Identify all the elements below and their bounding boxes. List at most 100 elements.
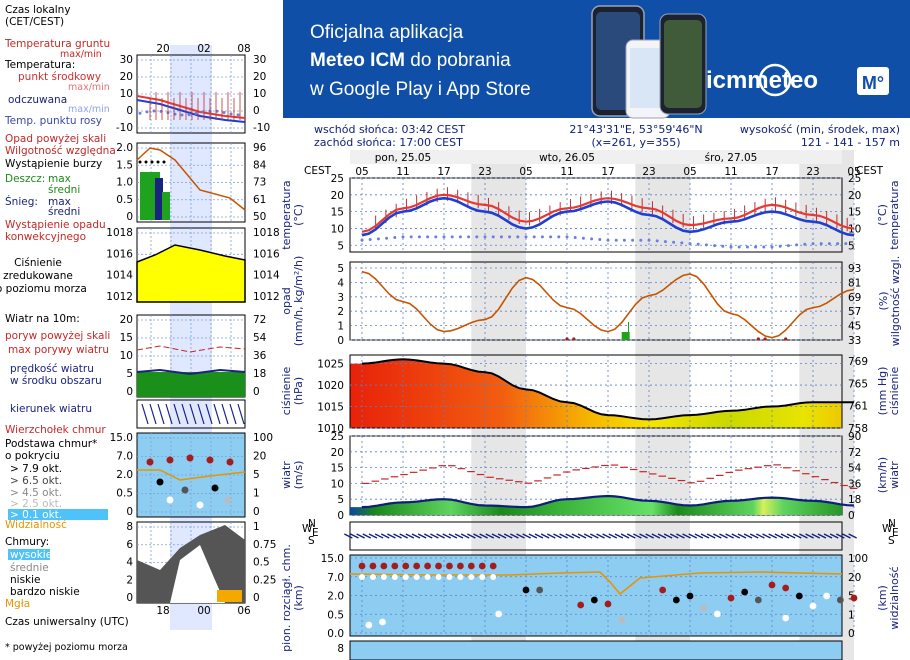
wind-dir-arrow bbox=[676, 533, 685, 539]
cloud-top-dot bbox=[446, 562, 453, 570]
wind-dir-n-r: N bbox=[888, 518, 896, 530]
dew-point bbox=[450, 235, 454, 239]
temp-label-right: (°C)temperatura bbox=[876, 180, 901, 249]
wind-dir-w-r: W bbox=[882, 523, 893, 535]
mini-ytick: 1.0 bbox=[116, 177, 133, 189]
cloud-dot bbox=[836, 596, 844, 604]
cloud-base-dot bbox=[446, 574, 453, 580]
label-line: (CET/CEST) bbox=[5, 16, 64, 28]
mini-ytick: 0 bbox=[126, 211, 133, 223]
precip-ytick: 2 bbox=[337, 306, 344, 318]
wind-dir-arrow bbox=[792, 533, 802, 539]
mini-visibility-line bbox=[137, 469, 246, 481]
wind-dir-arrow bbox=[350, 533, 359, 539]
wind-ytick-right: 36 bbox=[848, 478, 862, 490]
cloud-base-dot bbox=[468, 574, 475, 580]
wind-dir-arrow bbox=[436, 533, 445, 539]
temp-ytick-right: 5 bbox=[848, 240, 855, 252]
mini-ytick: 15.0 bbox=[110, 432, 133, 444]
mini-ytick: 0.5 bbox=[116, 488, 133, 500]
temp-ytick: 25 bbox=[331, 173, 344, 185]
wind-dir-arrow bbox=[780, 533, 790, 539]
mini-cloud-dot bbox=[196, 501, 204, 509]
humidity-ytick: 57 bbox=[848, 306, 861, 318]
mini-dir-panel bbox=[136, 399, 246, 429]
label-line: wilgotność wzgl. bbox=[889, 256, 902, 346]
mini-wind-arrow bbox=[165, 403, 173, 425]
mini-dew-point bbox=[236, 113, 240, 117]
cloud-ytick: 7.0 bbox=[327, 572, 344, 584]
mini-ytick-right: 0.25 bbox=[253, 574, 276, 586]
cloud-dot bbox=[713, 610, 721, 618]
mini-cloud-dot bbox=[226, 458, 234, 466]
legend-cloud-base: Podstawa chmur* o pokryciu bbox=[5, 438, 97, 462]
mini-wind-arrow bbox=[237, 403, 245, 425]
mini-ytick-right: 61 bbox=[253, 194, 266, 206]
hour-tick: 17 bbox=[601, 166, 614, 178]
visibility-ytick: 1 bbox=[848, 609, 855, 621]
wind-dir-arrow bbox=[368, 533, 378, 539]
cloud-dot bbox=[577, 601, 585, 609]
day-label: śro, 27.05 bbox=[705, 152, 758, 164]
wind-dir-arrow bbox=[473, 533, 482, 539]
mini-dew-point bbox=[145, 110, 149, 114]
dew-point bbox=[516, 235, 520, 239]
mini-ytick: 0 bbox=[126, 105, 133, 117]
wind-dir-arrow bbox=[344, 533, 353, 539]
mini-ytick-right: 0.5 bbox=[253, 557, 270, 569]
wind-ytick-right: 18 bbox=[848, 494, 861, 506]
label-line: w środku obszaru bbox=[10, 375, 102, 387]
mini-bottom-tick: 18 bbox=[156, 605, 169, 617]
cloud-dot bbox=[768, 581, 776, 589]
cloud-base-dot bbox=[380, 574, 387, 580]
cloud-dot bbox=[700, 604, 708, 612]
mini-wind-area bbox=[137, 372, 245, 397]
pressure-line bbox=[361, 358, 854, 421]
precip-ytick: 1 bbox=[337, 321, 344, 333]
cloud-dot bbox=[618, 616, 626, 624]
label-line: Ciśnienie bbox=[14, 257, 62, 269]
wind-dir-arrow bbox=[774, 533, 784, 539]
wind-dir-arrow bbox=[596, 533, 605, 539]
dew-point bbox=[631, 238, 635, 242]
mini-ytick: 5 bbox=[126, 368, 133, 380]
wind-dir-arrow bbox=[836, 533, 845, 539]
banner-badge-bg bbox=[857, 67, 889, 95]
precip-ytick: 5 bbox=[337, 263, 344, 275]
mini-ytick: 20 bbox=[120, 314, 133, 326]
wind-dir-arrow bbox=[731, 533, 741, 539]
cloud-top-dot bbox=[467, 562, 475, 570]
wind-dir-arrow bbox=[393, 533, 402, 539]
wind-dir-arrow bbox=[559, 533, 568, 539]
dew-point bbox=[647, 238, 651, 242]
cloud-dot bbox=[536, 586, 544, 594]
dew-point bbox=[745, 245, 749, 249]
wind-dir-arrow bbox=[620, 533, 630, 539]
mini-wind-arrow bbox=[221, 403, 229, 425]
cloud-dot bbox=[823, 592, 831, 600]
wind-ytick-right: 0 bbox=[848, 510, 855, 522]
legend-okt3: > 4.5 okt. bbox=[10, 487, 62, 499]
mini-ytick-right: 84 bbox=[253, 159, 267, 171]
mini-dew-point bbox=[222, 111, 226, 115]
pressure-ytick: 1015 bbox=[317, 402, 344, 414]
mini-ytick-right: 1016 bbox=[253, 248, 280, 260]
wind-dir-s-r: S bbox=[888, 535, 895, 547]
legend-cloud-top: Wierzchołek chmur bbox=[5, 424, 106, 436]
mini-ytick: 1014 bbox=[106, 270, 133, 282]
wind-dir-panel bbox=[349, 521, 843, 551]
tz-right: CEST bbox=[856, 165, 884, 177]
legend-gust-above: poryw powyżej skali bbox=[5, 330, 110, 342]
mini-ytick: 10 bbox=[120, 88, 133, 100]
wind-dir-arrow bbox=[786, 533, 796, 539]
mini-wind-arrow bbox=[205, 403, 213, 425]
wind-dir-arrow bbox=[448, 533, 458, 539]
cloud-base-dot bbox=[359, 574, 365, 580]
label-line: ciśnienie bbox=[888, 367, 901, 416]
dew-point bbox=[385, 236, 389, 240]
mini-top-tick: 20 bbox=[156, 43, 169, 55]
dew-point bbox=[680, 241, 684, 245]
cloud-dot bbox=[782, 614, 790, 622]
label-line: (°C) bbox=[876, 204, 889, 226]
wind-dir-arrow bbox=[805, 533, 814, 539]
